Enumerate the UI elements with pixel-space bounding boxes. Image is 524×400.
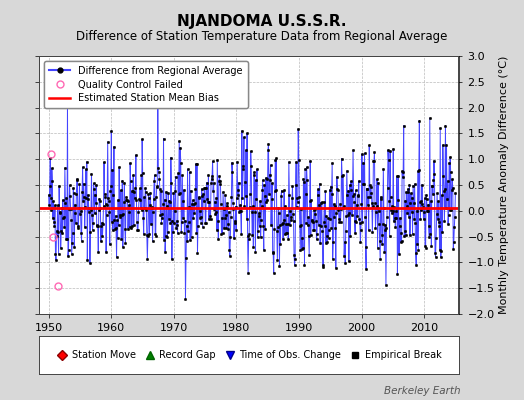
Legend: Station Move, Record Gap, Time of Obs. Change, Empirical Break: Station Move, Record Gap, Time of Obs. C… (54, 348, 443, 362)
Text: Difference of Station Temperature Data from Regional Average: Difference of Station Temperature Data f… (77, 30, 447, 43)
Legend: Difference from Regional Average, Quality Control Failed, Estimated Station Mean: Difference from Regional Average, Qualit… (44, 61, 247, 108)
Text: NJANDOMA U.S.S.R.: NJANDOMA U.S.S.R. (177, 14, 347, 29)
Y-axis label: Monthly Temperature Anomaly Difference (°C): Monthly Temperature Anomaly Difference (… (499, 56, 509, 314)
Text: Berkeley Earth: Berkeley Earth (385, 386, 461, 396)
